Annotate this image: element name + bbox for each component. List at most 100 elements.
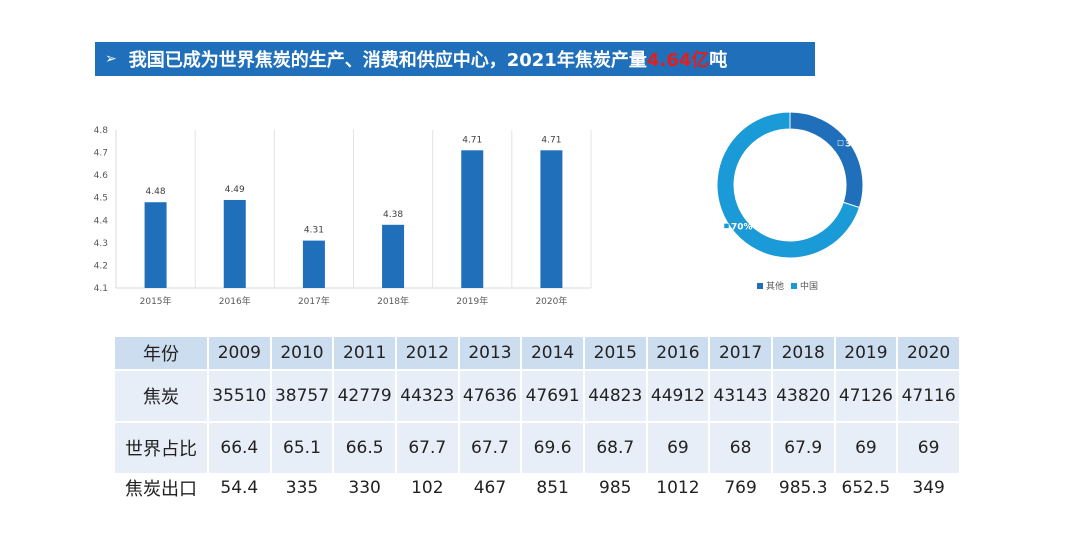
slice-label-marker [723,223,730,229]
table-cell: 652.5 [833,473,899,503]
y-tick-label: 4.4 [94,216,109,226]
table-cell: 44823 [582,369,648,423]
table-cell: 47636 [457,369,523,423]
table-cell: 43143 [708,369,773,423]
legend-swatch [757,283,763,289]
bar [223,199,246,288]
table-row: 世界占比 66.4 65.1 66.5 67.7 67.7 69.6 68.7 69 68 67.9… [113,421,961,475]
bar-data-label: 4.49 [225,185,245,195]
table-cell: 67.7 [394,421,460,475]
table-cell: 47126 [833,369,899,423]
x-tick-label: 2016年 [219,295,251,307]
table-cell: 2020 [896,335,961,371]
x-tick-label: 2019年 [456,295,488,307]
bar [540,150,563,288]
title-text: 我国已成为世界焦炭的生产、消费和供应中心，2021年焦炭产量4.64亿吨 [129,46,728,72]
bar [382,224,405,288]
table-cell: 985 [582,473,648,503]
table-cell: 69 [645,421,711,475]
bar-data-label: 4.71 [462,135,482,145]
slice-data-label: 70% [731,222,753,232]
table-row: 焦炭出口 54.4 335 330 102 467 851 985 1012 769 985.3 65… [113,473,961,503]
table-cell: 68 [708,421,773,475]
bar [144,202,167,288]
table-cell: 35510 [207,369,272,423]
table-cell: 43820 [770,369,836,423]
bar-data-label: 4.38 [383,210,403,220]
table-cell: 335 [269,473,335,503]
table-cell: 2010 [269,335,335,371]
data-table: 年份 2009 2010 2011 2012 2013 2014 2015 2016 2017 20… [113,335,961,503]
table-cell: 769 [708,473,773,503]
table-cell: 2018 [770,335,836,371]
x-tick-label: 2018年 [377,295,409,307]
table-cell: 47116 [896,369,961,423]
row-header: 焦炭出口 [113,473,209,503]
table-cell: 985.3 [770,473,836,503]
table-cell: 2016 [645,335,711,371]
table-cell: 349 [896,473,961,503]
table-cell: 2015 [582,335,648,371]
table-row: 焦炭 35510 38757 42779 44323 47636 47691 44823 449… [113,369,961,423]
table-cell: 2017 [708,335,773,371]
table-cell: 42779 [332,369,397,423]
y-tick-label: 4.3 [94,239,108,249]
table-cell: 69.6 [520,421,585,475]
bar-data-label: 4.31 [304,226,324,236]
title-main: 我国已成为世界焦炭的生产、消费和供应中心，2021年焦炭产量 [128,50,647,71]
table-cell: 47691 [520,369,585,423]
table-cell: 69 [833,421,899,475]
table-cell: 467 [457,473,523,503]
legend-swatch [791,283,797,289]
table-cell: 54.4 [207,473,272,503]
legend-label: 中国 [800,280,818,292]
slice-data-label: 30% [845,140,867,150]
title-highlight: 4.64亿 [646,50,710,71]
table-cell: 2012 [394,335,460,371]
donut-chart: 30% 70% 其他 中国 [716,111,867,292]
bar-data-label: 4.48 [146,187,166,197]
y-tick-label: 4.1 [94,284,108,294]
legend-label: 其他 [766,280,784,292]
row-header: 焦炭 [113,369,209,423]
slice-label-marker [837,140,844,146]
table-cell: 330 [332,473,397,503]
title-banner: ➢ 我国已成为世界焦炭的生产、消费和供应中心，2021年焦炭产量4.64亿吨 [95,42,815,76]
x-tick-label: 2020年 [535,295,567,307]
table-row: 年份 2009 2010 2011 2012 2013 2014 2015 2016 2017 20… [113,335,961,371]
table-cell: 68.7 [582,421,648,475]
table-cell: 67.9 [770,421,836,475]
y-tick-label: 4.6 [94,171,109,181]
arrow-right-icon: ➢ [105,51,117,67]
donut-slice [716,111,861,259]
table-cell: 67.7 [457,421,523,475]
table-cell: 44323 [394,369,460,423]
bar-data-label: 4.71 [541,135,561,145]
row-header: 世界占比 [113,421,209,475]
x-tick-label: 2015年 [140,295,172,307]
bar-chart: 4.1 4.2 4.3 4.4 4.5 4.6 4.7 4.8 4.48 2015年 4.49 201… [94,126,592,307]
table-cell: 66.5 [332,421,397,475]
table-cell: 65.1 [269,421,335,475]
table-cell: 851 [520,473,585,503]
bar [302,240,325,288]
table-cell: 2011 [332,335,397,371]
table-cell: 102 [394,473,460,503]
bar [461,150,484,288]
table-cell: 69 [896,421,961,475]
table-cell: 1012 [645,473,711,503]
donut-slice [789,111,864,209]
y-tick-label: 4.7 [94,149,108,159]
y-tick-label: 4.5 [94,194,108,204]
table-cell: 66.4 [207,421,272,475]
table-cell: 2013 [457,335,523,371]
title-suffix: 吨 [709,50,728,71]
y-tick-label: 4.8 [94,126,109,136]
y-tick-label: 4.2 [94,261,108,271]
table-cell: 38757 [269,369,335,423]
row-header: 年份 [113,335,209,371]
table-cell: 44912 [645,369,711,423]
table-cell: 2019 [833,335,899,371]
table-cell: 2009 [207,335,272,371]
table-cell: 2014 [520,335,585,371]
